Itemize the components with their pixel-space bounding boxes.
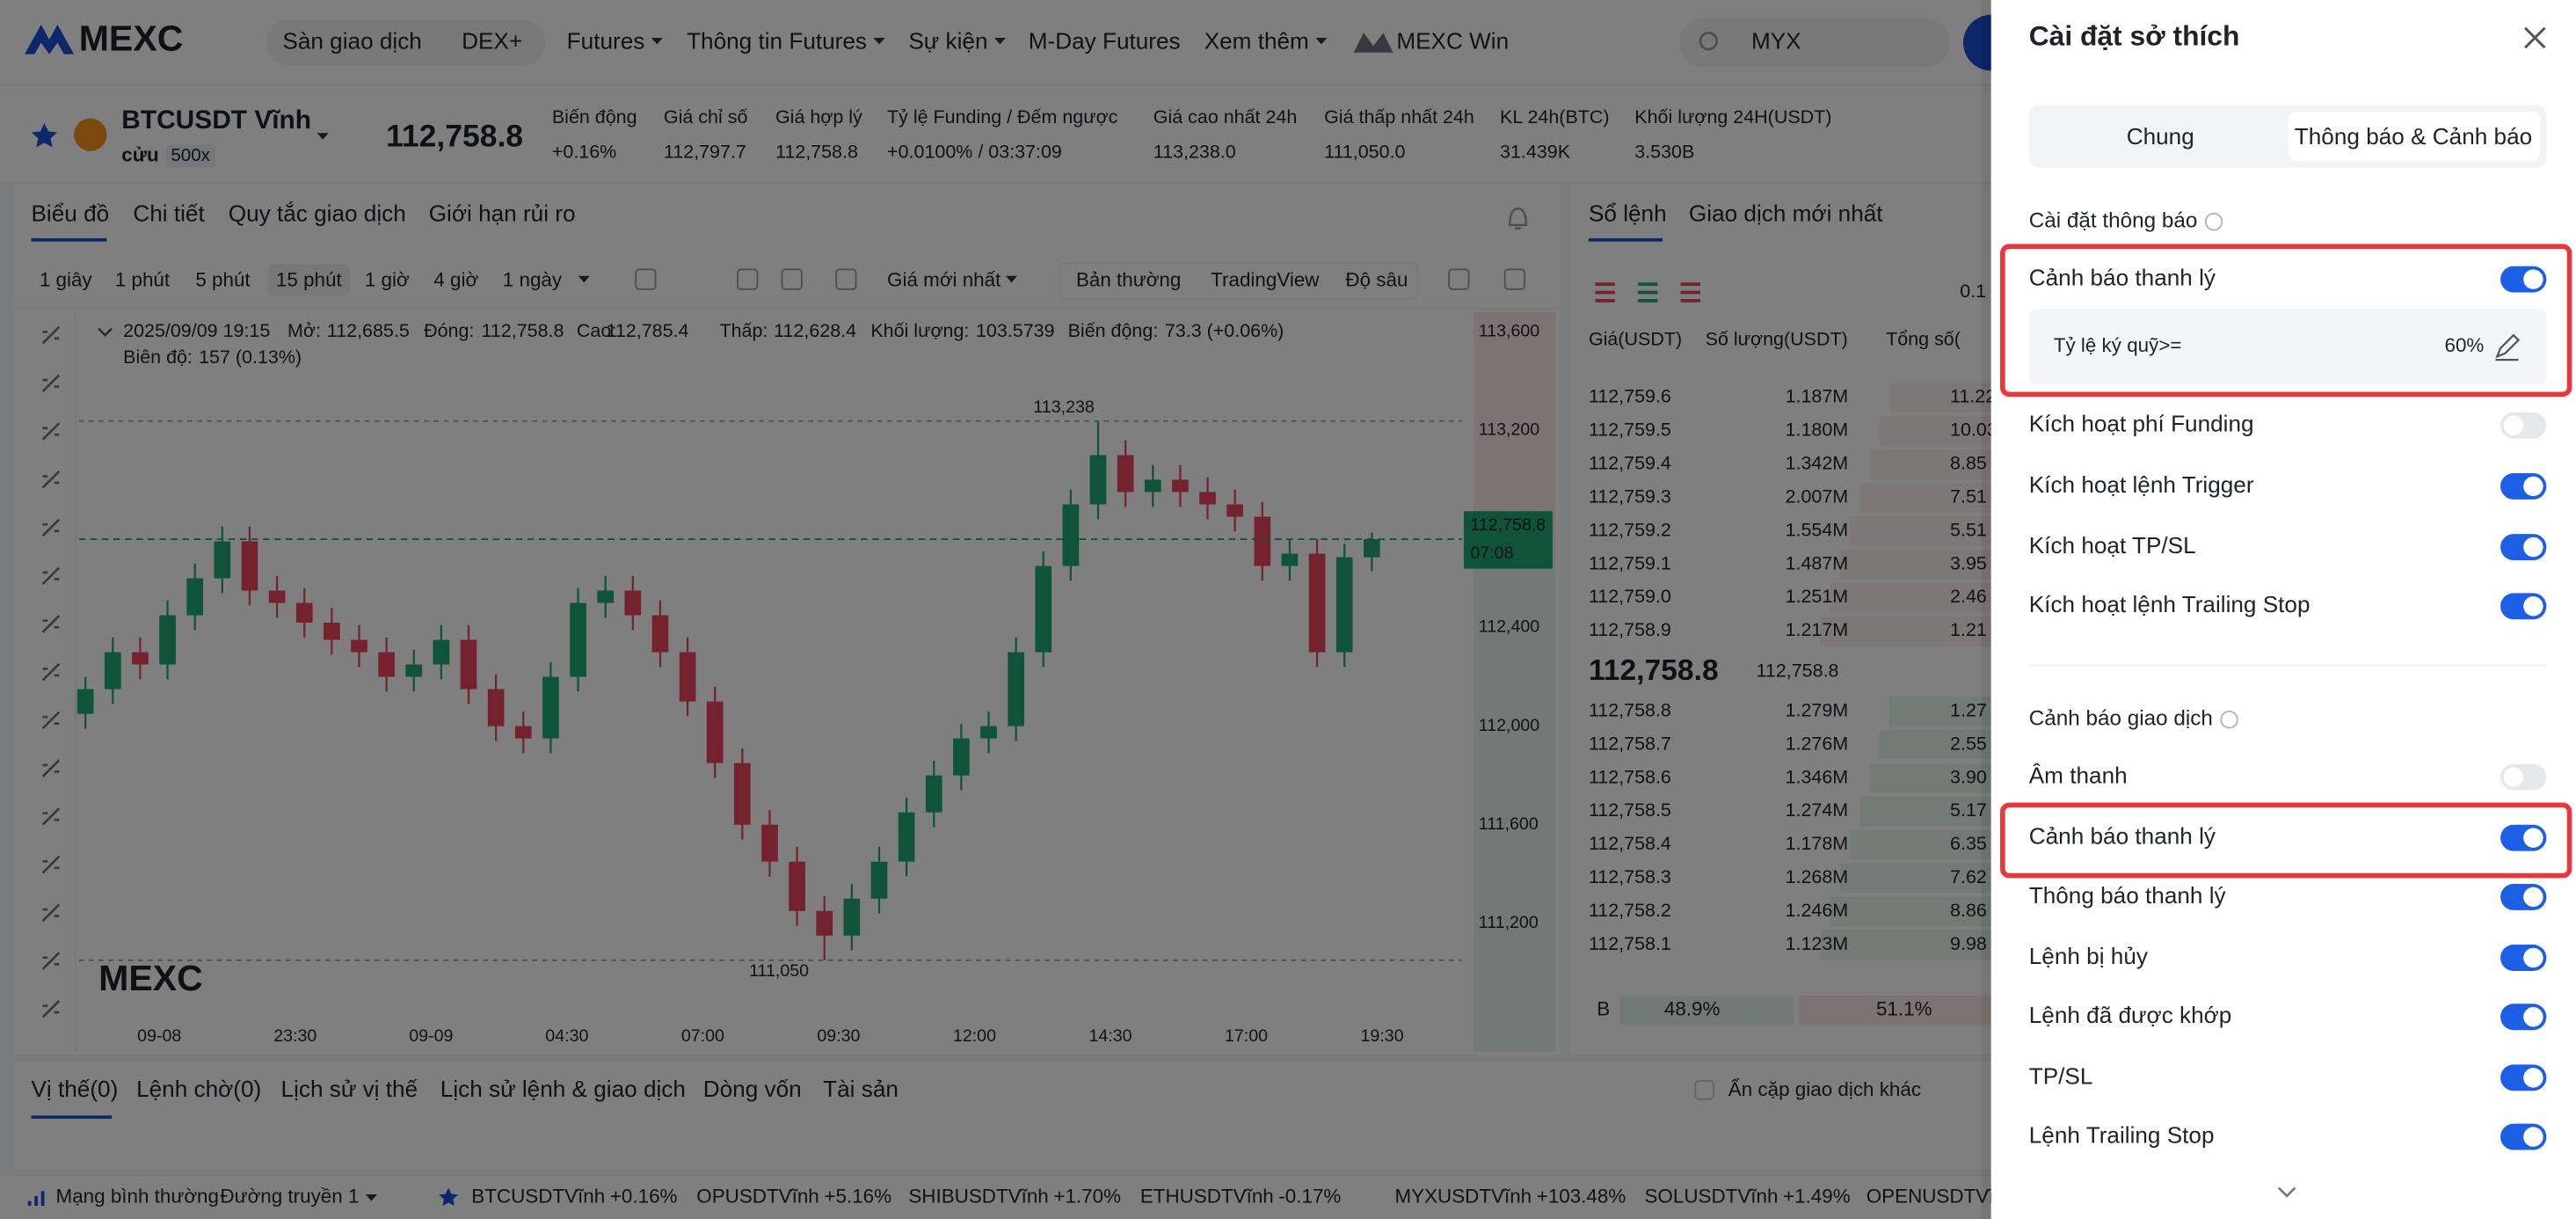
setting-label: Lệnh bị hủy: [2029, 943, 2149, 969]
panel-tab[interactable]: Chung: [2127, 123, 2194, 150]
sub-setting-label: Tỷ lệ ký quỹ>=: [2054, 334, 2182, 356]
setting-label: Thông báo thanh lý: [2029, 882, 2227, 909]
edit-icon[interactable]: [2495, 333, 2521, 361]
setting-label: Cảnh báo thanh lý: [2029, 264, 2216, 290]
toggle-knob: [2523, 269, 2543, 289]
toggle-knob: [2523, 947, 2543, 968]
toggle-knob: [2503, 415, 2524, 435]
toggle-knob: [2523, 887, 2543, 908]
highlight-box: [2000, 244, 2572, 398]
info-icon: [2220, 710, 2238, 729]
more-chevron[interactable]: [2277, 1186, 2296, 1198]
toggle-knob: [2523, 476, 2543, 497]
modal-overlay[interactable]: [0, 0, 1991, 1219]
toggle-knob: [2523, 1007, 2543, 1027]
info-icon: [2204, 212, 2223, 231]
setting-label: Lệnh đã được khớp: [2029, 1002, 2232, 1028]
tab-active-bg: [2288, 112, 2540, 162]
setting-label: Kích hoạt phí Funding: [2029, 411, 2254, 437]
panel-title: Cài đặt sở thích: [2029, 19, 2240, 51]
setting-label: Kích hoạt lệnh Trailing Stop: [2029, 591, 2310, 617]
toggle-knob: [2523, 828, 2543, 848]
sub-setting-bg: [2028, 309, 2547, 385]
toggle-knob: [2523, 1127, 2543, 1147]
toggle-knob: [2523, 537, 2543, 558]
toggle-knob: [2523, 596, 2543, 617]
setting-label: TP/SL: [2029, 1062, 2093, 1089]
highlight-box: [2000, 802, 2572, 879]
section-title: Cảnh báo giao dịch: [2029, 707, 2213, 731]
setting-label: Âm thanh: [2029, 762, 2128, 788]
panel-shadow: [1981, 0, 1991, 1219]
sub-setting-value[interactable]: 60%: [2444, 334, 2484, 356]
settings-panel: Cài đặt sở thích Chung Thông báo & Cảnh bá…: [1981, 0, 2576, 1219]
setting-label: Kích hoạt TP/SL: [2029, 532, 2196, 558]
close-button[interactable]: [2524, 26, 2546, 49]
toggle-knob: [2523, 1068, 2543, 1088]
toggle-knob: [2503, 767, 2524, 787]
setting-label: Kích hoạt lệnh Trigger: [2029, 471, 2254, 498]
panel-bg: [1990, 0, 2576, 1219]
panel-tab[interactable]: Thông báo & Cảnh báo: [2295, 123, 2532, 150]
setting-label: Lệnh Trailing Stop: [2029, 1122, 2215, 1149]
setting-label: Cảnh báo thanh lý: [2029, 823, 2216, 850]
section-title: Cài đặt thông báo: [2029, 209, 2198, 233]
